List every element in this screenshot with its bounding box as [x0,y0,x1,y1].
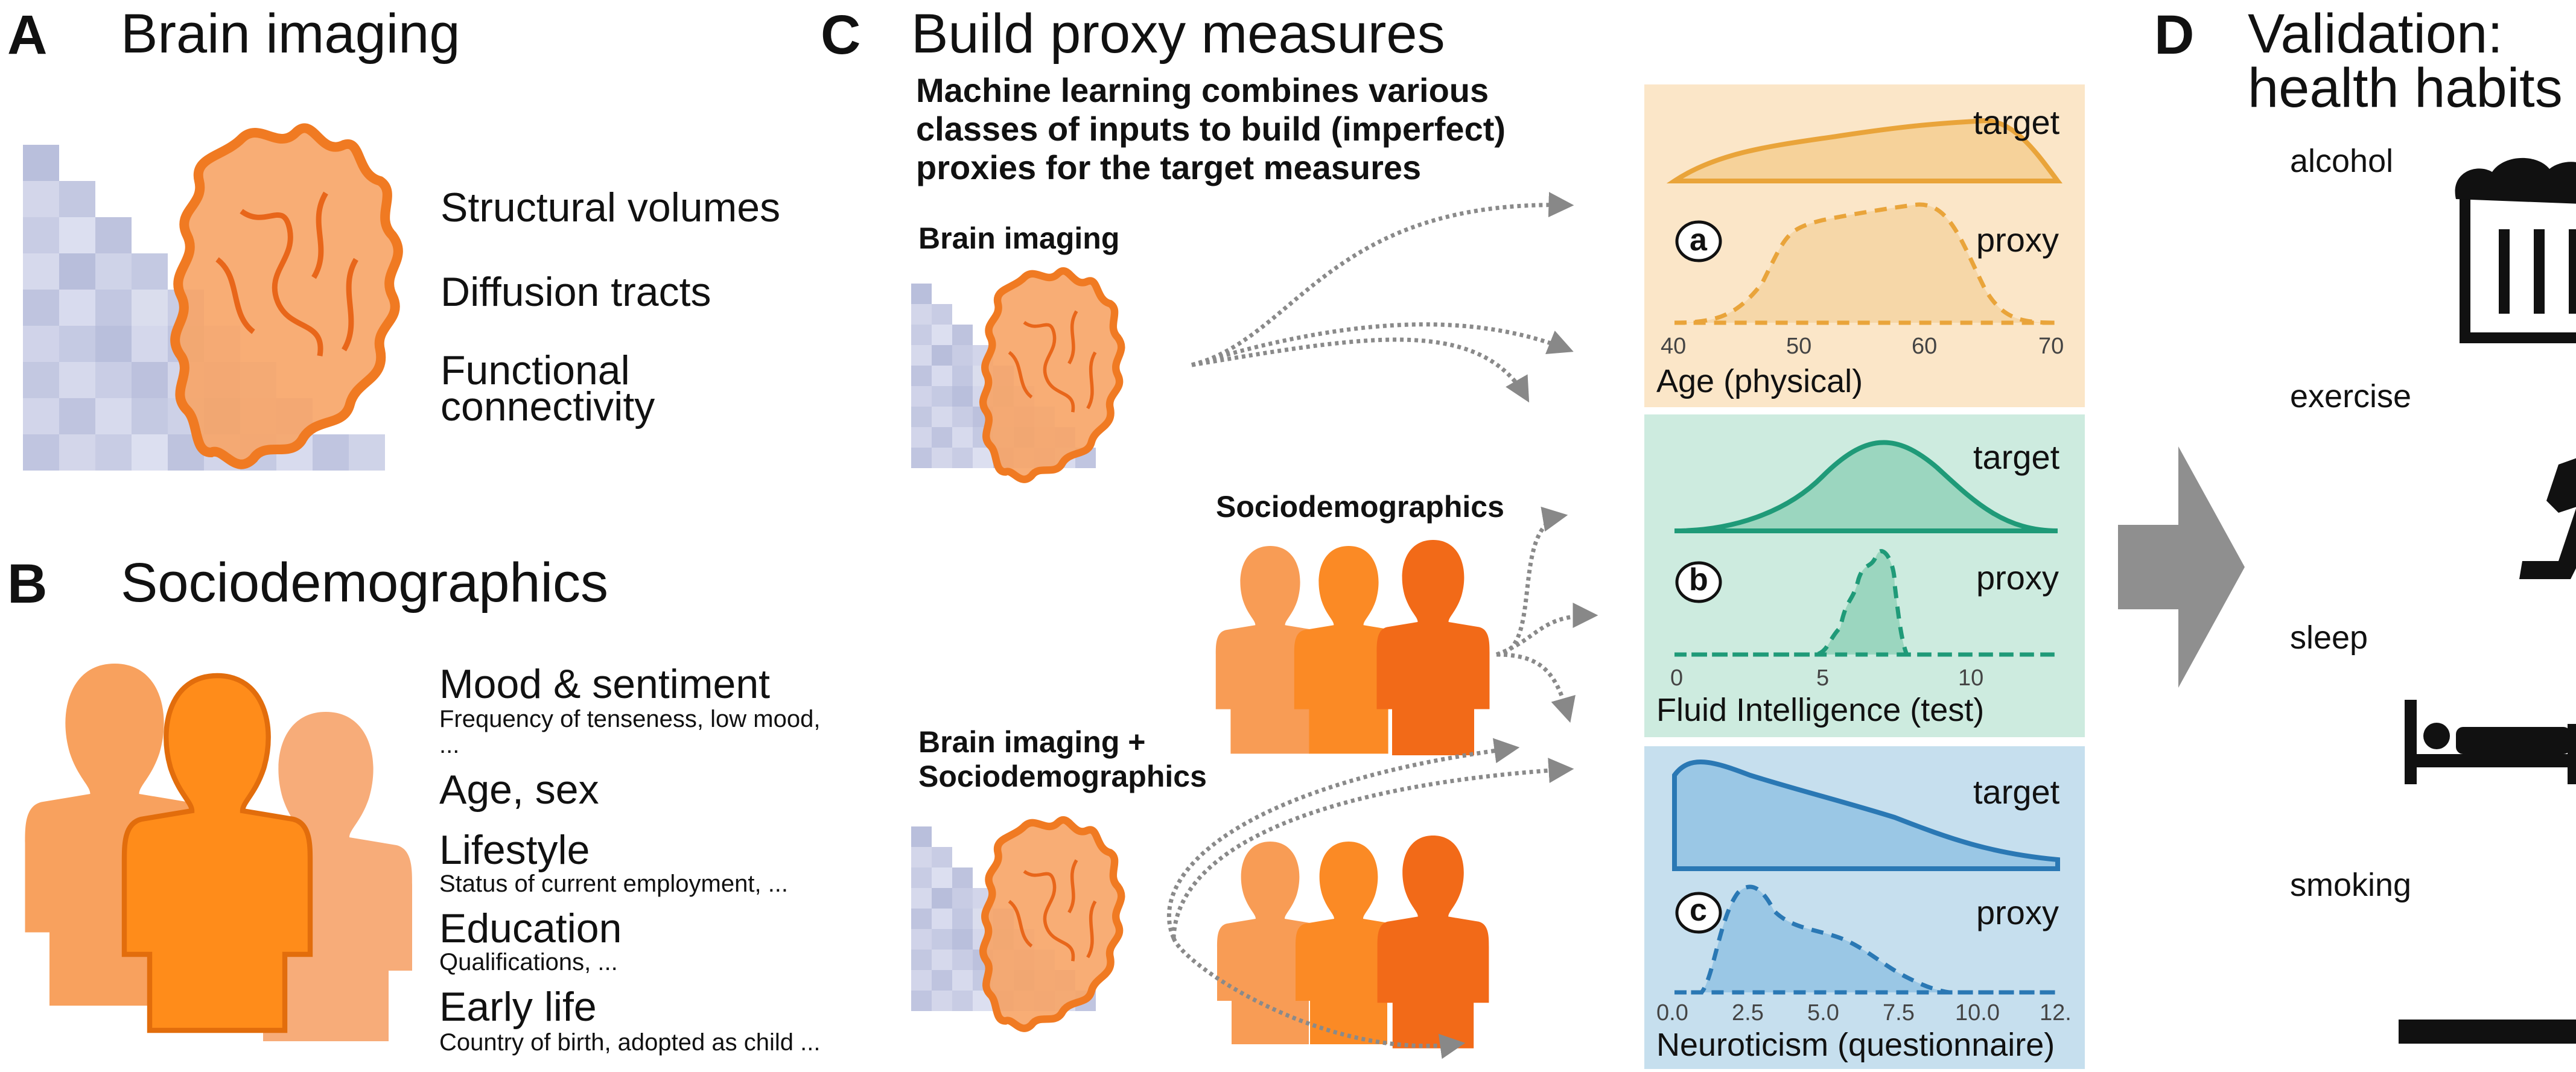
plot-c-tick-10: 10.0 [1955,1000,2000,1026]
plot-c-badge-letter: c [1690,893,1707,928]
smoking-icon [2399,1020,2576,1044]
habit-smoking-label: smoking [2290,867,2412,903]
plot-b-target-area [1674,440,2058,533]
panel-b-item-early-life-sub: Country of birth, adopted as child ... [439,1029,821,1056]
plot-a-tick-70: 70 [2038,334,2064,359]
plot-b-proxy-area [1674,549,2058,657]
panel-d-title-line-2: health habits [2248,57,2563,119]
panel-c-input-socio-label: Sociodemographics [1216,490,1504,524]
plot-c-target-label: target [1973,773,2060,811]
plot-b-badge [1675,561,1722,603]
plot-c-tick-0: 0.0 [1656,1000,1688,1026]
panel-b-people [25,664,412,1041]
plot-a-tick-60: 60 [1912,334,1938,359]
plot-a-badge [1675,220,1722,262]
beer-mug-icon [2455,157,2576,343]
panel-a-item-functional: Functional [440,347,630,393]
plot-b-proxy-label: proxy [1976,559,2059,597]
panel-b-item-lifestyle-sub: Status of current employment, ... [439,871,789,897]
plot-c-axis-name: Neuroticism (questionnaire) [1656,1027,2055,1063]
panel-a-item-structural: Structural volumes [440,185,781,230]
plot-b-tick-0: 0 [1670,665,1684,691]
panel-d-title-line-1: Validation: [2248,3,2503,65]
panel-b-item-mood-sub: Frequency of tenseness, low mood, [439,706,821,732]
panel-c-description-line-2: classes of inputs to build (imperfect) [916,110,1506,148]
bed-icon [2405,700,2576,784]
plot-c-proxy-label: proxy [1976,893,2059,931]
panel-a-item-connectivity: connectivity [440,384,655,430]
panel-a-item-diffusion: Diffusion tracts [440,269,711,315]
plot-b-axis-name: Fluid Intelligence (test) [1656,692,1985,728]
plot-c-tick-2-5: 2.5 [1732,1000,1764,1026]
plot-a-target-area [1666,118,2062,183]
panel-b-item-mood: Mood & sentiment [439,661,771,707]
habit-alcohol-label: alcohol [2290,143,2394,179]
habit-exercise-label: exercise [2290,378,2412,414]
panel-a-brain [175,128,398,464]
panel-a-letter: A [7,4,48,66]
panel-a-title: Brain imaging [121,3,460,65]
panel-b-item-early-life: Early life [439,984,597,1030]
plot-c-target-area [1672,760,2060,871]
panel-b-letter: B [7,553,48,615]
panel-c-socio-input [1215,540,1490,755]
panel-b-item-mood-sub2: ... [439,732,460,758]
plot-a [1644,84,2085,407]
panel-c-description-line-3: proxies for the target measures [916,148,1422,186]
plot-a-tick-40: 40 [1661,334,1687,359]
plot-c-tick-7-5: 7.5 [1883,1000,1915,1026]
plot-a-proxy-area [1674,202,2058,325]
panel-c-combined-input [911,820,1489,1048]
panel-c-input-combined-label-2: Sociodemographics [918,760,1207,793]
panel-c-title: Build proxy measures [911,3,1445,65]
panel-b-item-lifestyle: Lifestyle [439,827,590,873]
plot-b [1644,414,2085,737]
plot-a-proxy-label: proxy [1976,221,2059,259]
plot-c-badge [1675,892,1722,934]
plot-b-tick-10: 10 [1958,665,1984,691]
plot-b-tick-5: 5 [1816,665,1830,691]
panel-c-arrows [1166,192,1598,1059]
plot-c-tick-12: 12. [2040,1000,2072,1026]
panel-c-brain-input [911,271,1121,480]
running-person-icon [2519,458,2576,579]
habit-sleep-label: sleep [2290,620,2368,656]
plot-a-badge-letter: a [1690,223,1707,258]
plot-a-tick-50: 50 [1786,334,1812,359]
big-arrow [2118,446,2245,688]
plot-c-tick-5: 5.0 [1807,1000,1839,1026]
panel-c-description-line-1: Machine learning combines various [916,71,1489,109]
plot-b-target-label: target [1973,438,2060,476]
panel-b-item-education: Education [439,905,622,951]
panel-c-input-combined-label-1: Brain imaging + [918,725,1146,759]
panel-c-letter: C [821,4,861,66]
panel-d-letter: D [2154,4,2195,66]
plot-c-proxy-area [1674,884,2058,995]
plot-b-badge-letter: b [1689,562,1708,597]
panel-c-input-brain-label: Brain imaging [918,221,1120,255]
panel-b-item-age: Age, sex [439,767,599,813]
plot-a-target-label: target [1973,103,2060,141]
panel-b-title: Sociodemographics [121,552,609,614]
panel-b-item-education-sub: Qualifications, ... [439,949,618,975]
plot-c [1644,746,2085,1069]
plot-a-axis-name: Age (physical) [1656,363,1863,399]
